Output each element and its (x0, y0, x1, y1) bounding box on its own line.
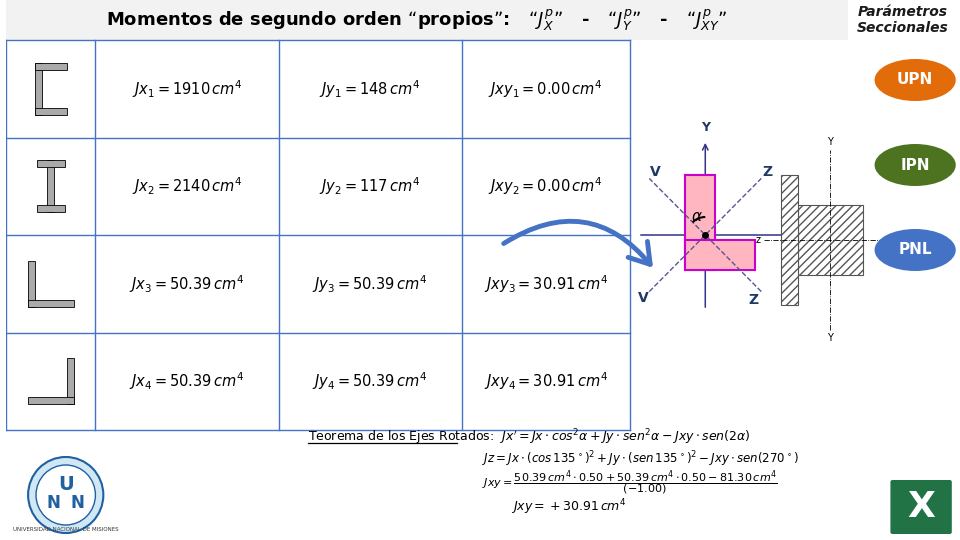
Text: N: N (71, 494, 84, 512)
Bar (685, 175, 715, 270)
Text: V: V (650, 165, 660, 179)
Text: $\alpha$: $\alpha$ (691, 209, 704, 224)
Text: $Jx_3 = 50.39\,cm^4$: $Jx_3 = 50.39\,cm^4$ (130, 273, 245, 295)
Text: $Jxy = \dfrac{50.39\,cm^4 \cdot 0.50 + 50.39\,cm^4 \cdot 0.50 - 81.30\,cm^4}{(-1: $Jxy = \dfrac{50.39\,cm^4 \cdot 0.50 + 5… (482, 469, 777, 497)
Text: Z: Z (762, 165, 772, 179)
Bar (28, 261, 35, 307)
Text: UNIVERSIDAD NACIONAL DE MISIONES: UNIVERSIDAD NACIONAL DE MISIONES (12, 527, 118, 532)
Text: $Jy_2 = 117\,cm^4$: $Jy_2 = 117\,cm^4$ (320, 176, 420, 197)
Bar (37, 160, 64, 167)
Ellipse shape (875, 59, 956, 101)
Text: Momentos de segundo orden “propios”:   “$J_X^p$”   -   “$J_Y^p$”   -   “$J_{XY}^: Momentos de segundo orden “propios”: “$J… (107, 8, 728, 32)
Text: Y: Y (828, 333, 833, 343)
Text: X: X (907, 490, 935, 524)
Bar (35, 108, 66, 115)
Bar (780, 175, 799, 305)
Text: PNL: PNL (899, 242, 932, 258)
FancyArrowPatch shape (504, 221, 650, 265)
Text: z: z (756, 235, 760, 245)
Text: UPN: UPN (897, 72, 933, 87)
Text: $Jx_2 = 2140\,cm^4$: $Jx_2 = 2140\,cm^4$ (132, 176, 243, 197)
Ellipse shape (875, 229, 956, 271)
Text: $Jy_3 = 50.39\,cm^4$: $Jy_3 = 50.39\,cm^4$ (312, 273, 428, 295)
Text: $Jy_1 = 148\,cm^4$: $Jy_1 = 148\,cm^4$ (320, 78, 420, 99)
Text: $Jz = Jx \cdot (cos\,135^\circ)^2 + Jy \cdot (sen\,135^\circ)^2 - Jxy \cdot sen(: $Jz = Jx \cdot (cos\,135^\circ)^2 + Jy \… (482, 449, 799, 469)
Bar (47, 160, 55, 212)
Bar (7, 0, 848, 40)
Text: Teorema de los Ejes Rotados:  $Jx' = Jx \cdot cos^2\alpha + Jy \cdot sen^2\alpha: Teorema de los Ejes Rotados: $Jx' = Jx \… (308, 427, 751, 447)
Ellipse shape (875, 144, 956, 186)
Text: IPN: IPN (900, 158, 930, 172)
Text: V: V (638, 291, 649, 305)
Bar (685, 240, 755, 270)
Text: Y: Y (828, 137, 833, 147)
Text: $Jxy = +30.91\,cm^4$: $Jxy = +30.91\,cm^4$ (512, 497, 627, 517)
Text: $Jy_4 = 50.39\,cm^4$: $Jy_4 = 50.39\,cm^4$ (312, 370, 428, 392)
Text: $Jx_4 = 50.39\,cm^4$: $Jx_4 = 50.39\,cm^4$ (130, 370, 245, 392)
Text: X: X (885, 235, 892, 245)
Bar (66, 358, 74, 404)
Bar (37, 205, 64, 212)
Text: $Jxy_3 = 30.91\,cm^4$: $Jxy_3 = 30.91\,cm^4$ (484, 273, 608, 295)
Bar (799, 205, 863, 275)
Text: Parámetros
Seccionales: Parámetros Seccionales (856, 5, 948, 35)
Bar (28, 397, 74, 404)
Text: Z: Z (748, 293, 758, 307)
Text: $Jx_1 = 1910\,cm^4$: $Jx_1 = 1910\,cm^4$ (132, 78, 243, 99)
Text: N: N (47, 494, 60, 512)
FancyBboxPatch shape (891, 480, 951, 534)
Bar (35, 63, 66, 70)
Text: $Jxy_1 = 0.00\,cm^4$: $Jxy_1 = 0.00\,cm^4$ (489, 78, 603, 99)
Text: $Jxy_2 = 0.00\,cm^4$: $Jxy_2 = 0.00\,cm^4$ (489, 176, 603, 197)
Bar (35, 63, 42, 115)
Text: U: U (58, 476, 74, 495)
Circle shape (36, 465, 95, 525)
Text: $Jxy_4 = 30.91\,cm^4$: $Jxy_4 = 30.91\,cm^4$ (484, 370, 608, 392)
Text: X: X (806, 228, 816, 241)
Text: Y: Y (701, 121, 709, 134)
Bar (28, 300, 74, 307)
Circle shape (28, 457, 104, 533)
